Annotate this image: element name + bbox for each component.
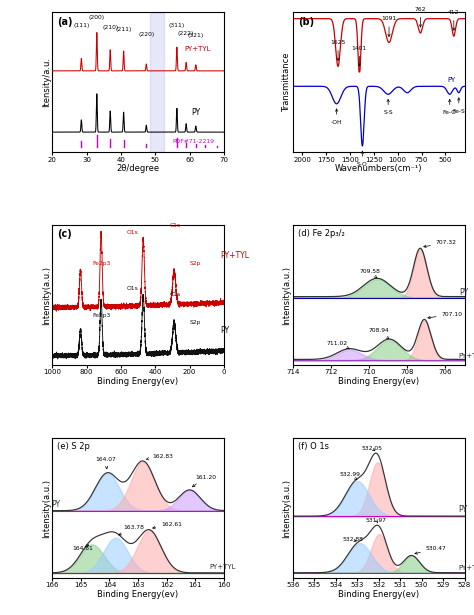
Text: S2p: S2p (190, 320, 201, 325)
Text: 707.10: 707.10 (428, 312, 463, 319)
X-axis label: Binding Energy(ev): Binding Energy(ev) (338, 377, 419, 386)
Text: (111): (111) (73, 23, 90, 28)
Text: 162.61: 162.61 (153, 523, 182, 529)
Text: (c): (c) (57, 229, 72, 239)
Text: 1625: 1625 (330, 40, 346, 60)
Text: S2p: S2p (190, 261, 201, 266)
Y-axis label: Intensity(a.u.): Intensity(a.u.) (283, 478, 292, 538)
Text: (200): (200) (89, 15, 105, 20)
Text: (d) Fe 2p₃/₂: (d) Fe 2p₃/₂ (298, 229, 345, 239)
Text: PY+TYL: PY+TYL (210, 564, 236, 569)
X-axis label: Binding Energy(ev): Binding Energy(ev) (98, 590, 179, 598)
Text: Fe-S: Fe-S (452, 98, 465, 114)
Text: S-O: S-O (357, 151, 368, 167)
Bar (150, 12, 164, 153)
Text: (211): (211) (116, 27, 132, 32)
Text: PY+TYL: PY+TYL (459, 353, 474, 359)
Text: 1401: 1401 (352, 46, 367, 66)
Text: S-S: S-S (383, 100, 393, 115)
Text: 412: 412 (448, 10, 460, 30)
Text: 711.02: 711.02 (327, 341, 349, 349)
X-axis label: Wavenumbers(cm⁻¹): Wavenumbers(cm⁻¹) (335, 164, 422, 173)
X-axis label: 2θ/degree: 2θ/degree (117, 164, 160, 173)
Text: O1s: O1s (127, 231, 139, 236)
Y-axis label: Intensity(a.u.): Intensity(a.u.) (283, 266, 292, 325)
Text: 530.47: 530.47 (415, 546, 447, 554)
Text: (222): (222) (178, 31, 194, 36)
Text: (311): (311) (169, 23, 185, 28)
Text: PY: PY (458, 505, 467, 514)
Text: PY: PY (447, 77, 456, 83)
Y-axis label: Intensity(a.u.): Intensity(a.u.) (42, 478, 51, 538)
Text: 532.99: 532.99 (340, 472, 361, 480)
Text: 708.94: 708.94 (369, 328, 390, 339)
Text: 161.20: 161.20 (192, 475, 216, 487)
Text: (a): (a) (57, 17, 73, 26)
Text: (321): (321) (188, 33, 204, 38)
Text: (e) S 2p: (e) S 2p (57, 442, 90, 451)
Text: (220): (220) (138, 32, 155, 38)
Text: 1091: 1091 (382, 16, 397, 37)
Text: PY+TYL: PY+TYL (184, 46, 211, 52)
Text: 162.83: 162.83 (146, 454, 173, 460)
Text: 164.07: 164.07 (95, 458, 116, 469)
Y-axis label: Intensity(a.u.): Intensity(a.u.) (42, 266, 51, 325)
Text: PY: PY (459, 288, 468, 297)
Text: 532.88: 532.88 (342, 538, 363, 542)
Text: O1s: O1s (127, 287, 139, 292)
Text: PY: PY (220, 326, 230, 335)
Text: PDF#71-2219: PDF#71-2219 (173, 139, 214, 144)
Text: (210): (210) (102, 25, 118, 30)
X-axis label: Binding Energy(ev): Binding Energy(ev) (338, 590, 419, 598)
Text: 707.32: 707.32 (424, 240, 457, 247)
Text: 531.97: 531.97 (366, 518, 387, 523)
Text: PY+TYL: PY+TYL (458, 565, 474, 571)
Text: 762: 762 (415, 7, 426, 27)
Text: Fe2p3: Fe2p3 (93, 313, 111, 318)
Text: 709.58: 709.58 (359, 269, 381, 278)
Text: 163.78: 163.78 (119, 525, 145, 535)
Text: 532.05: 532.05 (362, 446, 383, 451)
Text: Fe2p3: Fe2p3 (93, 261, 111, 266)
Text: Fe-O: Fe-O (443, 100, 456, 115)
Text: PY+TYL: PY+TYL (220, 250, 249, 260)
Text: (f) O 1s: (f) O 1s (298, 442, 329, 451)
Text: 164.61: 164.61 (72, 545, 93, 550)
Y-axis label: Itensity/a.u.: Itensity/a.u. (42, 57, 51, 108)
Y-axis label: Transmittance: Transmittance (283, 52, 292, 112)
Text: C1s: C1s (169, 292, 181, 297)
Text: PY: PY (52, 499, 61, 509)
Text: -OH: -OH (331, 109, 342, 125)
Text: C1s: C1s (169, 223, 181, 228)
X-axis label: Binding Energy(ev): Binding Energy(ev) (98, 377, 179, 386)
Text: PY: PY (191, 108, 201, 117)
Text: (b): (b) (298, 17, 314, 26)
